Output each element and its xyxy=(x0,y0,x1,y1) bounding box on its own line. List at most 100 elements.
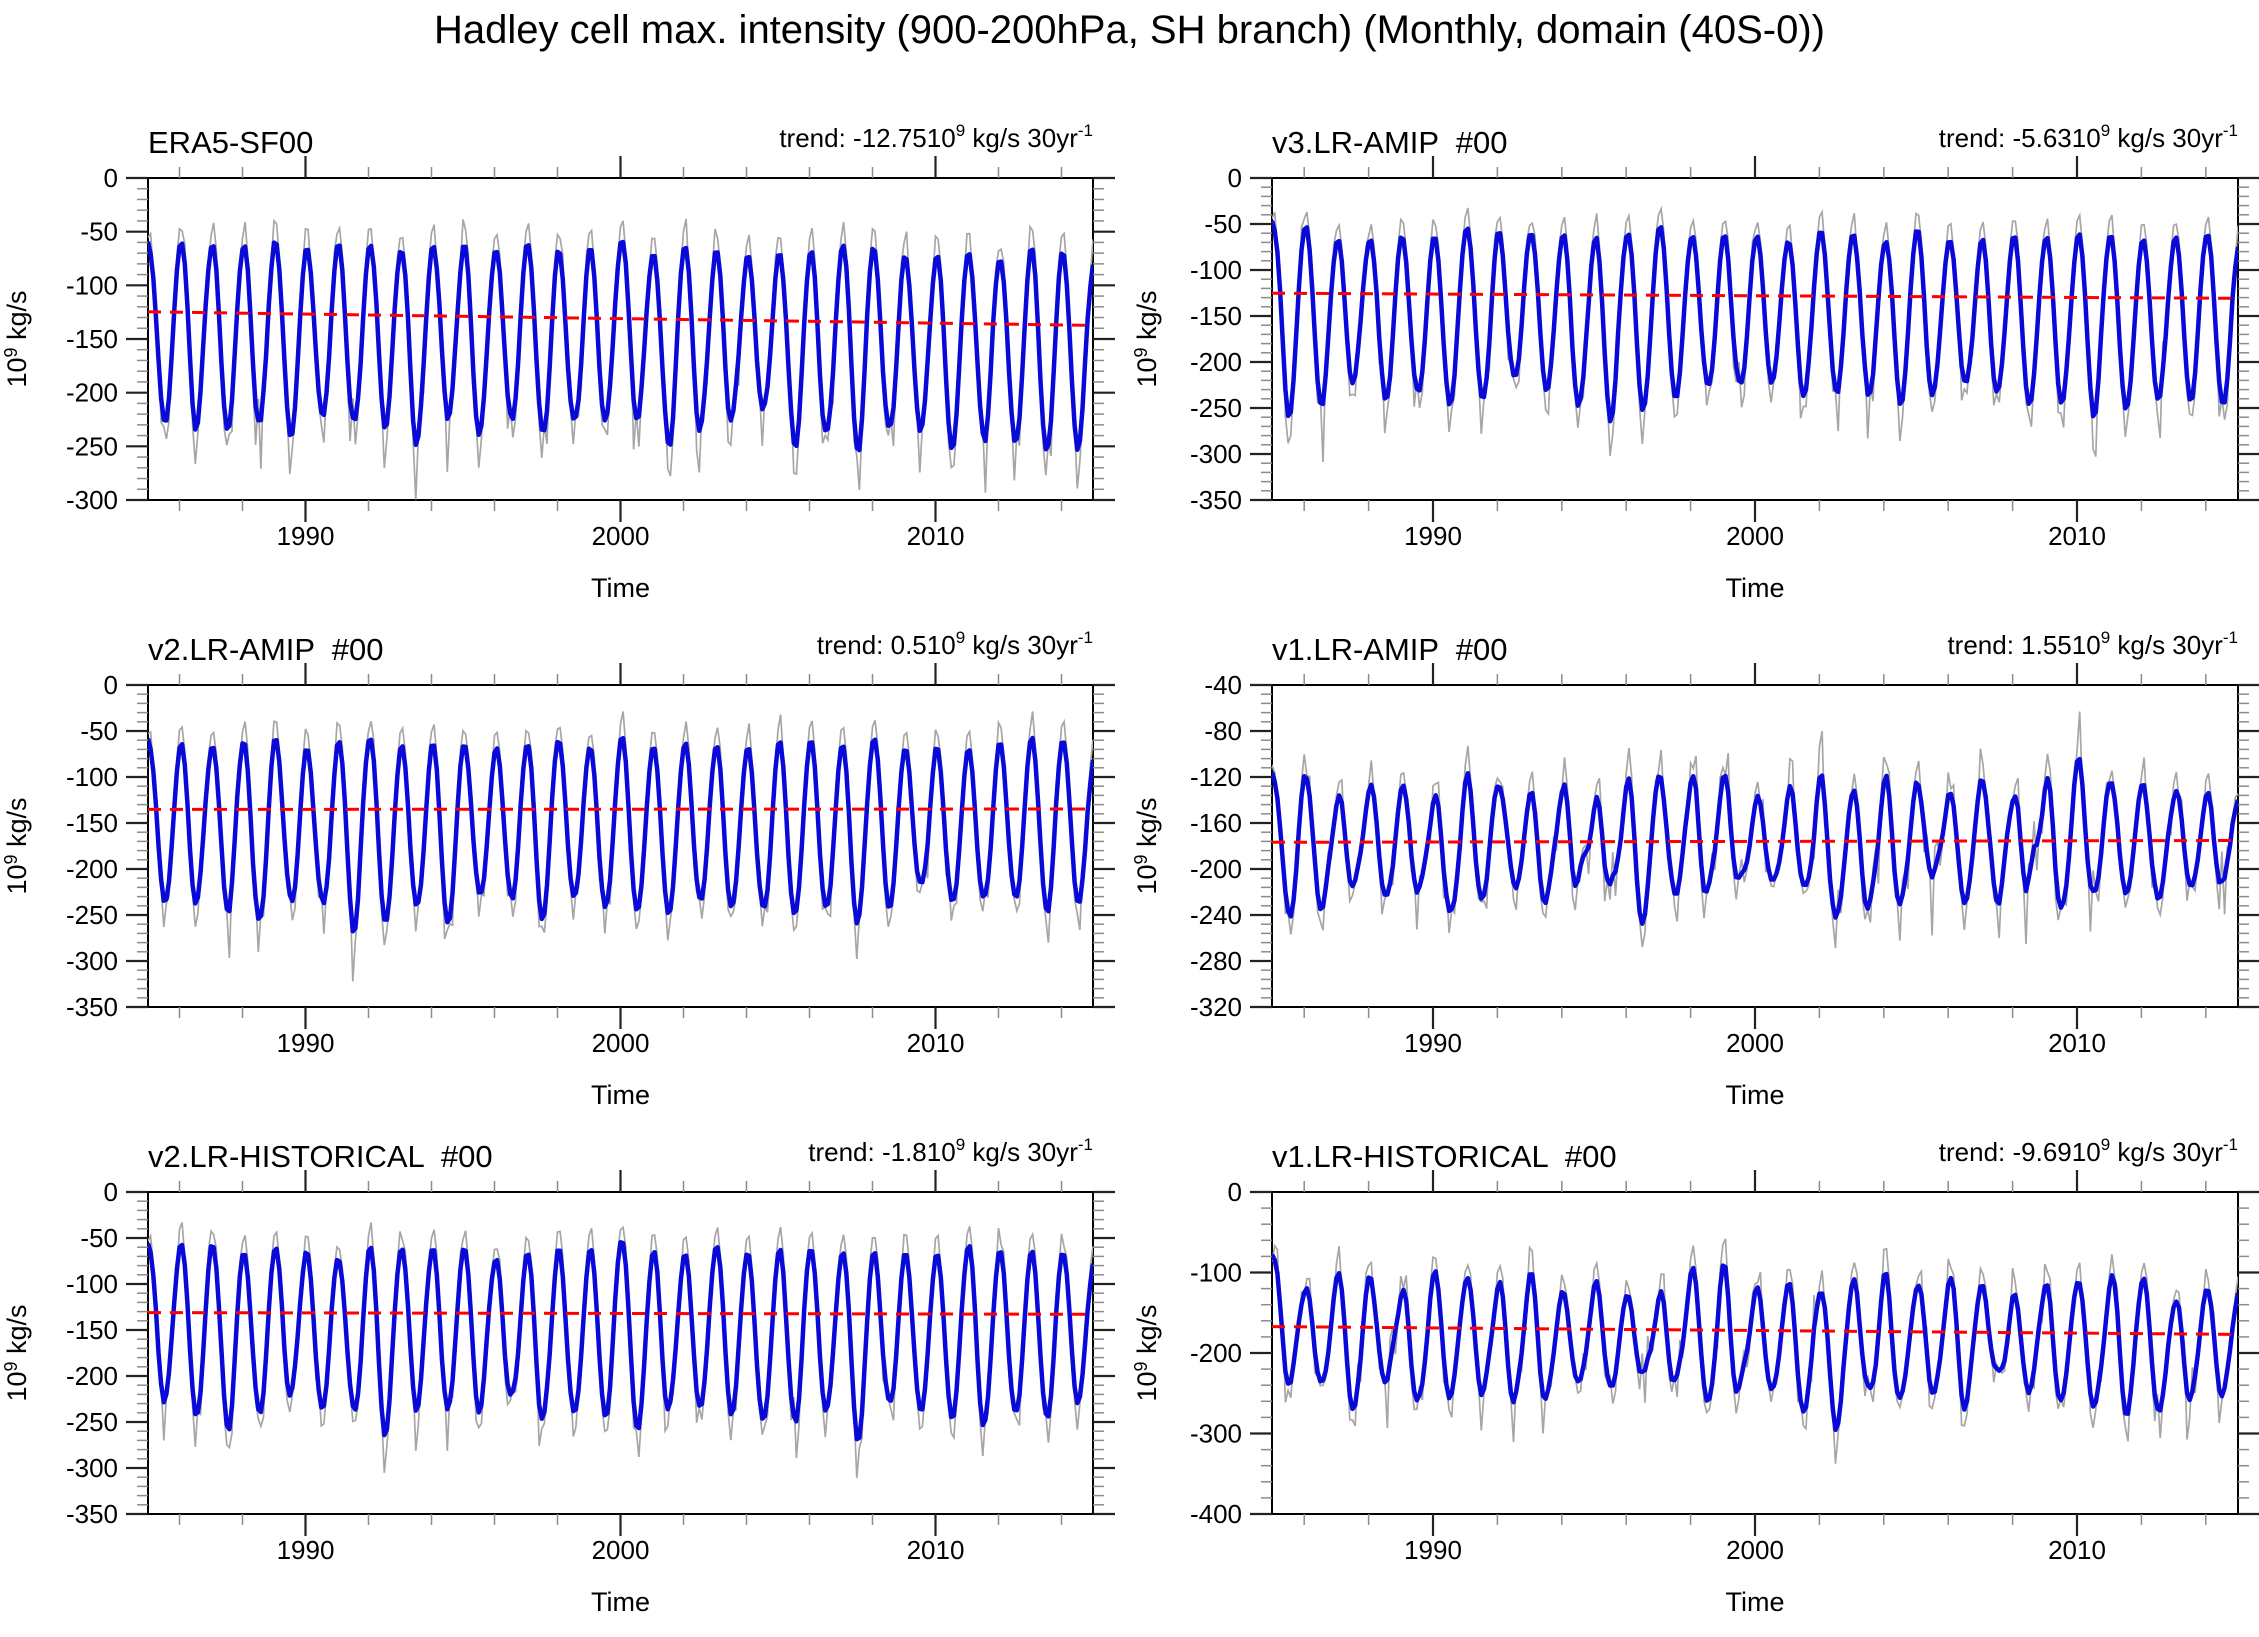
y-tick-label: -50 xyxy=(1204,209,1242,239)
smoothed-line xyxy=(148,239,1093,453)
y-tick-label: -200 xyxy=(1190,854,1242,884)
y-tick-label: -50 xyxy=(80,1223,118,1253)
y-tick-label: -300 xyxy=(66,1453,118,1483)
tick-labels: 0 -50 -100 -150 -200 -250 -300 -350 1990 2000 2010 xyxy=(66,1177,964,1565)
y-tick-label: -320 xyxy=(1190,992,1242,1022)
x-tick-label: 1990 xyxy=(277,1028,335,1058)
y-tick-label: -250 xyxy=(1190,393,1242,423)
y-tick-label: -40 xyxy=(1204,670,1242,700)
tick-labels: 0 -50 -100 -150 -200 -250 -300 1990 2000 2010 xyxy=(66,163,964,551)
x-tick-label: 2000 xyxy=(592,521,650,551)
y-tick-label: -50 xyxy=(80,716,118,746)
trend-annotation: trend: 0.5109 kg/s 30yr-1 xyxy=(817,628,1093,660)
trend-fit-line xyxy=(1272,291,2238,300)
smoothed-line xyxy=(148,735,1093,934)
panel-title: ERA5-SF00 xyxy=(148,125,313,160)
tick-labels: -40 -80 -120 -160 -200 -240 -280 -320 1990 2000 20… xyxy=(1190,670,2106,1058)
chart-panel-v3lr-amip: 0 -50 -100 -150 -200 -250 -300 -350 1990 2000 2010… xyxy=(1131,121,2259,603)
x-tick-label: 2000 xyxy=(592,1535,650,1565)
y-tick-label: -400 xyxy=(1190,1499,1242,1529)
trend-annotation: trend: -9.69109 kg/s 30yr-1 xyxy=(1939,1135,2238,1167)
x-tick-label: 2010 xyxy=(907,1028,965,1058)
y-tick-label: -100 xyxy=(66,1269,118,1299)
y-axis-label: 109 kg/s xyxy=(1,290,32,387)
y-tick-label: -280 xyxy=(1190,946,1242,976)
y-tick-label: 0 xyxy=(1228,163,1242,193)
tick-labels: 0 -50 -100 -150 -200 -250 -300 -350 1990 2000 2010 xyxy=(66,670,964,1058)
y-tick-label: -200 xyxy=(1190,347,1242,377)
axes xyxy=(126,663,1115,1029)
y-tick-label: -300 xyxy=(1190,1419,1242,1449)
smoothed-line xyxy=(1272,756,2238,926)
y-tick-label: -200 xyxy=(66,1361,118,1391)
y-tick-label: 0 xyxy=(104,1177,118,1207)
raw-monthly-line xyxy=(148,1222,1093,1478)
chart-panel-v1lr-amip: -40 -80 -120 -160 -200 -240 -280 -320 1990 2000 20… xyxy=(1131,628,2259,1110)
x-tick-label: 2000 xyxy=(1726,521,1784,551)
tick-labels: 0 -50 -100 -150 -200 -250 -300 -350 1990 2000 2010 xyxy=(1190,163,2106,551)
raw-monthly-line xyxy=(1272,711,2238,949)
x-axis-label: Time xyxy=(1726,1587,1785,1617)
axes xyxy=(126,156,1115,522)
y-tick-label: -160 xyxy=(1190,808,1242,838)
panel-title: v1.LR-HISTORICAL #00 xyxy=(1272,1139,1617,1174)
y-tick-label: -250 xyxy=(66,431,118,461)
panel-title: v2.LR-AMIP #00 xyxy=(148,632,383,667)
x-axis-label: Time xyxy=(591,1080,650,1110)
panel-title: v3.LR-AMIP #00 xyxy=(1272,125,1507,160)
chart-panel-v1lr-historical: 0 -100 -200 -300 -400 1990 2000 2010 v1.LR-HIST… xyxy=(1131,1135,2259,1617)
y-axis-label: 109 kg/s xyxy=(1131,290,1162,387)
y-tick-label: -200 xyxy=(66,854,118,884)
y-axis-label: 109 kg/s xyxy=(1,797,32,894)
raw-monthly-line xyxy=(148,711,1093,982)
y-tick-label: -150 xyxy=(1190,301,1242,331)
x-tick-label: 2010 xyxy=(907,1535,965,1565)
axes xyxy=(1250,663,2259,1029)
y-tick-label: -50 xyxy=(80,217,118,247)
y-tick-label: -150 xyxy=(66,1315,118,1345)
y-tick-label: -300 xyxy=(66,485,118,515)
y-tick-label: -100 xyxy=(66,762,118,792)
y-tick-label: -100 xyxy=(1190,255,1242,285)
y-tick-label: -250 xyxy=(66,900,118,930)
y-tick-label: 0 xyxy=(104,163,118,193)
axes xyxy=(126,1170,1115,1536)
y-tick-label: -240 xyxy=(1190,900,1242,930)
chart-panel-era5-sf00: 0 -50 -100 -150 -200 -250 -300 1990 2000 2010 ERA… xyxy=(1,121,1115,603)
x-tick-label: 1990 xyxy=(1404,521,1462,551)
x-tick-label: 1990 xyxy=(277,1535,335,1565)
x-axis-label: Time xyxy=(1726,573,1785,603)
trend-fit-line xyxy=(1272,839,2238,844)
y-tick-label: -350 xyxy=(66,992,118,1022)
tick-labels: 0 -100 -200 -300 -400 1990 2000 2010 xyxy=(1190,1177,2106,1565)
y-tick-label: -200 xyxy=(1190,1338,1242,1368)
raw-monthly-line xyxy=(148,218,1093,500)
smoothed-line xyxy=(1272,220,2238,424)
x-tick-label: 2000 xyxy=(1726,1028,1784,1058)
smoothed-line xyxy=(148,1240,1093,1442)
x-tick-label: 2010 xyxy=(2048,1535,2106,1565)
panel-title: v2.LR-HISTORICAL #00 xyxy=(148,1139,493,1174)
chart-panel-v2lr-amip: 0 -50 -100 -150 -200 -250 -300 -350 1990 2000 2010… xyxy=(1,628,1115,1110)
y-axis-label: 109 kg/s xyxy=(1,1304,32,1401)
trend-fit-line xyxy=(1272,1325,2238,1336)
y-tick-label: 0 xyxy=(104,670,118,700)
trend-annotation: trend: -5.63109 kg/s 30yr-1 xyxy=(1939,121,2238,153)
x-tick-label: 2010 xyxy=(2048,521,2106,551)
y-tick-label: -150 xyxy=(66,324,118,354)
x-axis-label: Time xyxy=(1726,1080,1785,1110)
y-tick-label: -200 xyxy=(66,378,118,408)
raw-monthly-line xyxy=(1272,205,2238,463)
y-tick-label: -120 xyxy=(1190,762,1242,792)
raw-monthly-line xyxy=(1272,1238,2238,1464)
x-tick-label: 2010 xyxy=(2048,1028,2106,1058)
x-tick-label: 1990 xyxy=(1404,1535,1462,1565)
y-tick-label: -350 xyxy=(66,1499,118,1529)
trend-annotation: trend: -12.75109 kg/s 30yr-1 xyxy=(779,121,1093,153)
smoothed-line xyxy=(1272,1253,2238,1433)
axes xyxy=(1250,1170,2259,1536)
x-tick-label: 1990 xyxy=(1404,1028,1462,1058)
x-axis-label: Time xyxy=(591,573,650,603)
y-tick-label: -80 xyxy=(1204,716,1242,746)
